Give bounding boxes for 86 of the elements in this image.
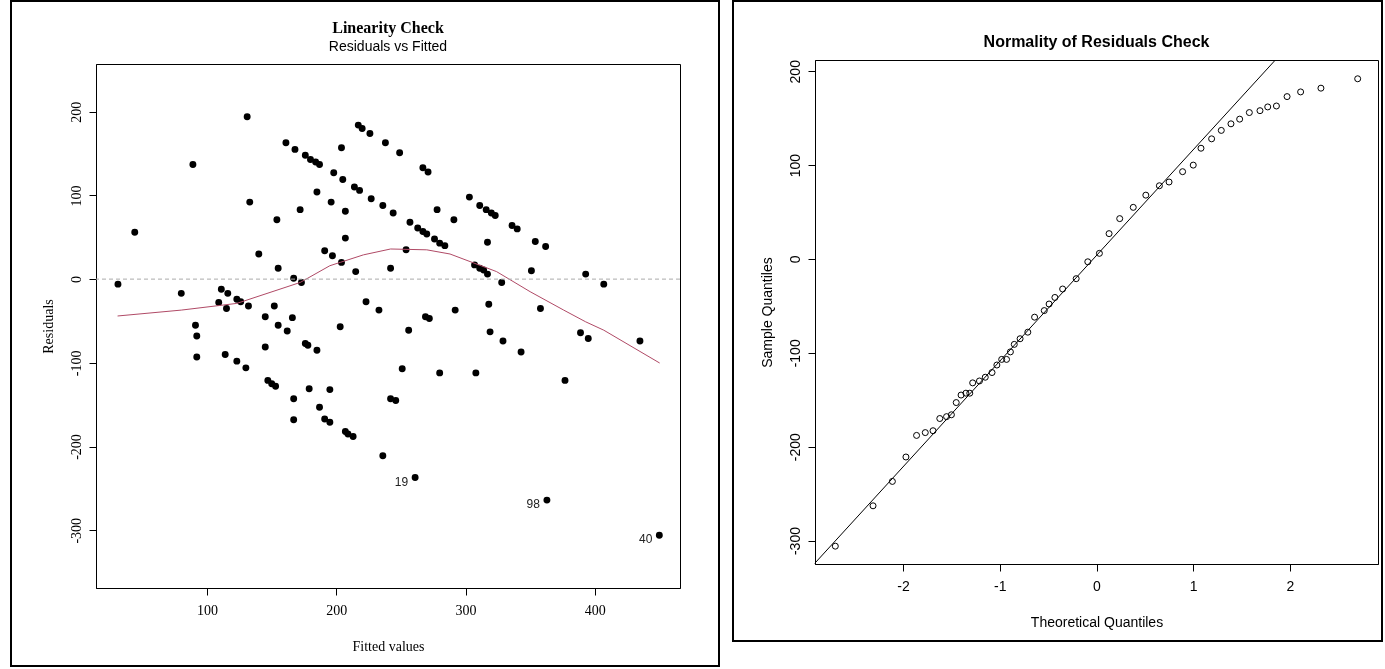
line-series [117,248,660,364]
point [1197,144,1205,152]
y-axis-title: Sample Quantiles [758,257,775,368]
point [952,399,960,407]
point [1072,275,1080,283]
y-tick-label: -100 [786,339,803,368]
point [1217,126,1225,134]
y-tick-label: -200 [786,432,803,462]
point [1084,258,1092,266]
point [1245,109,1253,117]
point [1317,84,1325,92]
point [1129,203,1137,211]
y-tick-label: -100 [68,350,84,377]
point [913,431,921,439]
point [957,391,965,399]
point [1040,307,1048,315]
point [1142,191,1150,199]
annotation: 40 [638,532,653,547]
point [1031,313,1039,321]
chart-subtitle: Residuals vs Fitted [328,38,448,54]
point [1010,340,1018,348]
point [1165,178,1173,186]
point [993,361,1001,369]
point [936,415,944,423]
y-tick-label: -200 [68,434,84,460]
chart-title: Linearity Check [332,19,444,37]
y-tick-label: 0 [68,276,84,284]
point [1283,93,1291,101]
y-tick-label: -300 [786,526,803,556]
point [962,389,970,397]
point [1256,107,1264,115]
point [1095,249,1103,257]
point [975,377,983,385]
point [1016,335,1024,343]
y-tick-label: 200 [786,59,803,84]
point [1354,75,1362,83]
y-tick-label: 100 [68,185,84,207]
y-tick-label: -300 [68,517,84,544]
point [1051,293,1059,301]
point [869,502,877,510]
point [988,369,996,377]
x-tick-label: -2 [897,577,910,594]
x-axis-title: Fitted values [352,638,425,654]
point [1059,285,1067,293]
y-tick-label: 100 [786,153,803,178]
chart-title: Normality of Residuals Check [983,32,1210,50]
point [1003,355,1011,363]
point [1264,103,1272,111]
point [1189,161,1197,169]
x-tick-label: 300 [455,602,477,618]
x-axis-title: Theoretical Quantiles [1030,613,1164,630]
point [888,477,896,485]
point [1236,115,1244,123]
point [998,355,1006,363]
point [929,427,937,435]
annotation: 98 [526,497,541,512]
y-tick-label: 200 [68,101,84,123]
point [1208,135,1216,143]
point [921,429,929,437]
x-tick-label: 400 [584,602,606,618]
point [831,542,839,550]
point [1227,120,1235,128]
point [1272,102,1280,110]
point [1179,168,1187,176]
point [943,413,951,421]
point [1155,182,1163,190]
point [1105,230,1113,238]
y-tick-label: 0 [786,255,803,264]
point [969,379,977,387]
point [1024,328,1032,336]
point [1297,88,1305,96]
point [1006,348,1014,356]
point [1116,215,1124,223]
y-axis-title: Residuals [40,299,56,354]
point [981,373,989,381]
point [902,453,910,461]
point [966,389,974,397]
x-tick-label: 100 [197,602,219,618]
x-tick-label: 2 [1286,577,1295,594]
point [1045,300,1053,308]
x-tick-label: 1 [1189,577,1198,594]
annotation: 19 [394,474,409,489]
point [947,411,955,419]
x-tick-label: 200 [326,602,348,618]
x-tick-label: 0 [1093,577,1102,594]
x-tick-label: -1 [994,577,1007,594]
